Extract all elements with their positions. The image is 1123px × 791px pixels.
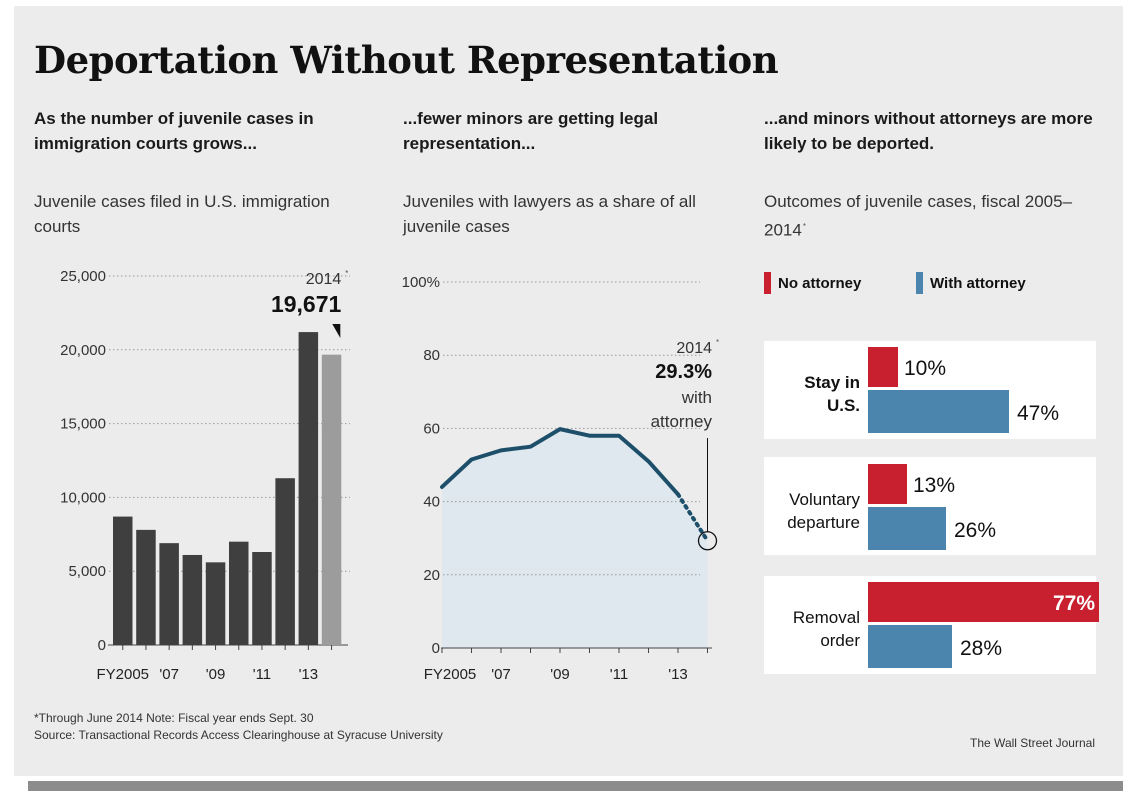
panel-3-subtitle-text: Outcomes of juvenile cases, fiscal 2005–… <box>764 192 1073 240</box>
annotation-pointer <box>332 324 341 338</box>
bar <box>298 332 319 645</box>
value-label-with-attorney: 26% <box>954 519 996 542</box>
annotation-value: 19,671 <box>271 291 342 317</box>
bar <box>182 554 203 645</box>
x-tick-label: '13 <box>299 666 319 683</box>
y-tick-label: 40 <box>423 494 440 511</box>
credit: The Wall Street Journal <box>970 736 1095 750</box>
category-label: departure <box>787 513 860 532</box>
panel-3-kicker: ...and minors without attorneys are more… <box>764 109 1093 153</box>
source-note: Source: Transactional Records Access Cle… <box>34 728 443 742</box>
legend-swatch-no-attorney <box>764 272 771 294</box>
bar-with-attorney <box>868 625 952 668</box>
x-tick-label: '13 <box>668 666 688 683</box>
x-tick-label: '07 <box>159 666 179 683</box>
value-label-with-attorney: 47% <box>1017 402 1059 425</box>
category-label: order <box>820 631 860 650</box>
x-tick-label: '09 <box>206 666 226 683</box>
footnote: *Through June 2014 Note: Fiscal year end… <box>34 710 443 744</box>
footnote-text: Through June 2014 Note: Fiscal year ends… <box>38 711 314 725</box>
panel-1-subtitle: Juvenile cases filed in U.S. immigration… <box>34 192 330 236</box>
x-tick-label: '11 <box>253 666 271 683</box>
area-fill <box>442 429 708 648</box>
annotation-footnote-marker: * <box>716 338 719 347</box>
panel-1-kicker: As the number of juvenile cases in immig… <box>34 109 314 153</box>
annotation-footnote-marker: * <box>345 269 348 278</box>
legend-label-no-attorney: No attorney <box>778 274 862 292</box>
annotation-year: 2014 <box>676 340 712 357</box>
x-tick-label: '09 <box>550 666 570 683</box>
bar <box>205 562 226 645</box>
value-label-no-attorney: 77% <box>1053 592 1095 615</box>
bar-no-attorney <box>868 582 1099 622</box>
page-title: Deportation Without Representation <box>34 38 779 82</box>
bar <box>252 552 272 645</box>
legend-item-no-attorney: No attorney <box>764 272 861 294</box>
y-tick-label: 20 <box>423 567 440 584</box>
y-tick-label: 0 <box>98 637 106 654</box>
bar-with-attorney <box>868 507 946 550</box>
legend-label-with-attorney: With attorney <box>930 274 1026 292</box>
category-label: U.S. <box>827 396 860 415</box>
category-label: Removal <box>793 608 860 627</box>
x-tick-label: '07 <box>491 666 511 683</box>
y-tick-label: 80 <box>423 347 440 364</box>
panel-3-subtitle: Outcomes of juvenile cases, fiscal 2005–… <box>764 189 1094 243</box>
footnote-marker-note: * <box>34 711 39 725</box>
bar <box>113 516 133 645</box>
legend-swatch-with-attorney <box>916 272 923 294</box>
bar-no-attorney <box>868 347 898 387</box>
bar-no-attorney <box>868 464 907 504</box>
annotation-value: 29.3% <box>655 361 712 383</box>
y-tick-label: 60 <box>423 420 440 437</box>
x-tick-label: FY2005 <box>424 666 477 683</box>
series-line <box>440 427 680 497</box>
y-tick-label: 100% <box>402 274 440 291</box>
x-tick-label: '11 <box>610 666 628 683</box>
category-label: Stay in <box>804 373 860 392</box>
bar <box>159 543 179 645</box>
annotation-text: attorney <box>651 412 713 431</box>
x-tick-label: FY2005 <box>96 666 149 683</box>
bar <box>321 354 342 645</box>
bar <box>275 478 295 645</box>
y-tick-label: 5,000 <box>68 563 106 580</box>
y-tick-label: 10,000 <box>60 489 106 506</box>
y-tick-label: 25,000 <box>60 268 106 285</box>
y-tick-label: 20,000 <box>60 342 106 359</box>
annotation-year: 2014 <box>306 271 342 288</box>
y-tick-label: 0 <box>432 640 440 657</box>
value-label-no-attorney: 10% <box>904 357 946 380</box>
category-label: Voluntary <box>789 490 860 509</box>
panel-2-subtitle: Juveniles with lawyers as a share of all… <box>403 192 696 236</box>
bar-with-attorney <box>868 390 1009 433</box>
legend-item-with-attorney: With attorney <box>916 272 1026 294</box>
y-tick-label: 15,000 <box>60 416 106 433</box>
panel-2-kicker: ...fewer minors are getting legal repres… <box>403 109 659 153</box>
bar <box>229 541 249 645</box>
footnote-marker: * <box>802 222 806 231</box>
value-label-with-attorney: 28% <box>960 637 1002 660</box>
bottom-rule <box>28 781 1123 791</box>
bar <box>136 529 156 645</box>
value-label-no-attorney: 13% <box>913 474 955 497</box>
annotation-text: with <box>681 388 712 407</box>
